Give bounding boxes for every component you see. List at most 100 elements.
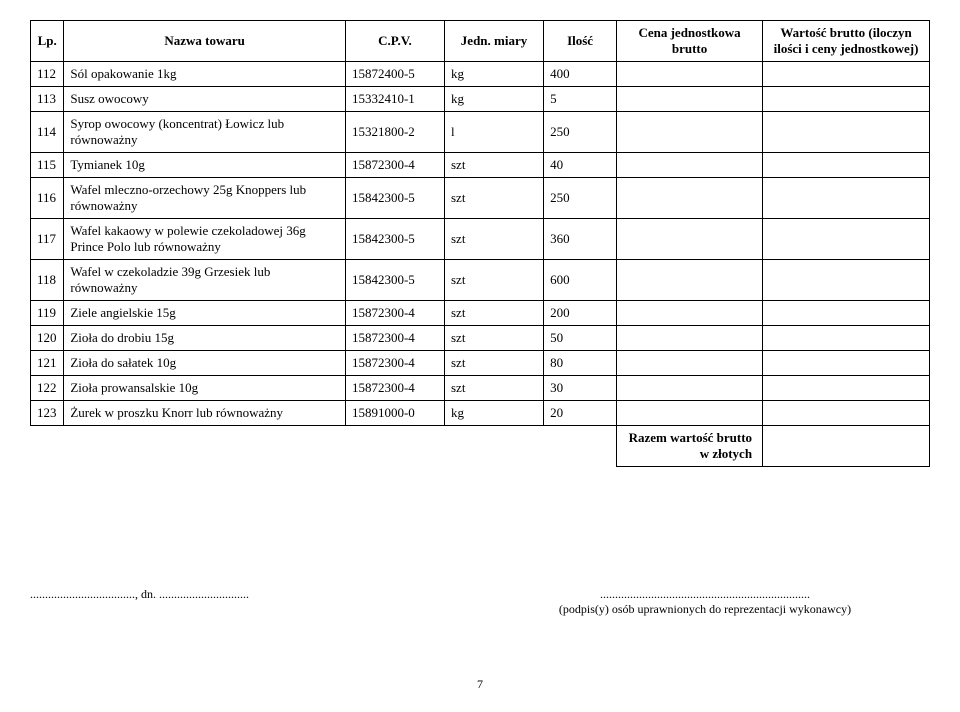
cell-lp: 117 <box>31 219 64 260</box>
table-row: 117Wafel kakaowy w polewie czekoladowej … <box>31 219 930 260</box>
cell-unit: szt <box>445 219 544 260</box>
table-row: 118Wafel w czekoladzie 39g Grzesiek lub … <box>31 260 930 301</box>
cell-cpv: 15842300-5 <box>345 178 444 219</box>
products-table: Lp. Nazwa towaru C.P.V. Jedn. miary Iloś… <box>30 20 930 467</box>
cell-total <box>763 401 930 426</box>
cell-qty: 250 <box>544 178 617 219</box>
cell-unit: szt <box>445 178 544 219</box>
cell-cpv: 15872300-4 <box>345 376 444 401</box>
cell-lp: 118 <box>31 260 64 301</box>
table-row: 116Wafel mleczno-orzechowy 25g Knoppers … <box>31 178 930 219</box>
cell-unit: kg <box>445 401 544 426</box>
cell-cpv: 15872300-4 <box>345 301 444 326</box>
table-row: 112Sól opakowanie 1kg15872400-5kg400 <box>31 62 930 87</box>
cell-price <box>617 351 763 376</box>
cell-qty: 5 <box>544 87 617 112</box>
cell-lp: 113 <box>31 87 64 112</box>
summary-value <box>763 426 930 467</box>
cell-qty: 20 <box>544 401 617 426</box>
header-cpv: C.P.V. <box>345 21 444 62</box>
cell-qty: 30 <box>544 376 617 401</box>
table-row: 120Zioła do drobiu 15g15872300-4szt50 <box>31 326 930 351</box>
cell-total <box>763 178 930 219</box>
cell-cpv: 15842300-5 <box>345 260 444 301</box>
cell-cpv: 15842300-5 <box>345 219 444 260</box>
header-price: Cena jednostkowa brutto <box>617 21 763 62</box>
footer: ..................................., dn.… <box>30 587 930 617</box>
cell-total <box>763 301 930 326</box>
cell-unit: szt <box>445 301 544 326</box>
cell-lp: 123 <box>31 401 64 426</box>
header-total: Wartość brutto (iloczyn ilości i ceny je… <box>763 21 930 62</box>
page-number: 7 <box>30 677 930 692</box>
summary-label: Razem wartość brutto w złotych <box>617 426 763 467</box>
cell-name: Susz owocowy <box>64 87 346 112</box>
cell-lp: 114 <box>31 112 64 153</box>
cell-price <box>617 260 763 301</box>
cell-price <box>617 326 763 351</box>
table-row: 114Syrop owocowy (koncentrat) Łowicz lub… <box>31 112 930 153</box>
cell-qty: 600 <box>544 260 617 301</box>
cell-qty: 250 <box>544 112 617 153</box>
cell-lp: 115 <box>31 153 64 178</box>
cell-name: Syrop owocowy (koncentrat) Łowicz lub ró… <box>64 112 346 153</box>
cell-qty: 80 <box>544 351 617 376</box>
cell-lp: 120 <box>31 326 64 351</box>
cell-total <box>763 153 930 178</box>
cell-name: Zioła do drobiu 15g <box>64 326 346 351</box>
cell-lp: 116 <box>31 178 64 219</box>
cell-name: Sól opakowanie 1kg <box>64 62 346 87</box>
cell-qty: 40 <box>544 153 617 178</box>
table-header-row: Lp. Nazwa towaru C.P.V. Jedn. miary Iloś… <box>31 21 930 62</box>
cell-name: Wafel w czekoladzie 39g Grzesiek lub rów… <box>64 260 346 301</box>
cell-qty: 50 <box>544 326 617 351</box>
summary-row: Razem wartość brutto w złotych <box>31 426 930 467</box>
cell-cpv: 15872300-4 <box>345 351 444 376</box>
cell-lp: 112 <box>31 62 64 87</box>
cell-name: Żurek w proszku Knorr lub równoważny <box>64 401 346 426</box>
cell-qty: 360 <box>544 219 617 260</box>
cell-total <box>763 87 930 112</box>
cell-cpv: 15872300-4 <box>345 153 444 178</box>
cell-unit: l <box>445 112 544 153</box>
cell-name: Wafel mleczno-orzechowy 25g Knoppers lub… <box>64 178 346 219</box>
cell-qty: 400 <box>544 62 617 87</box>
header-qty: Ilość <box>544 21 617 62</box>
cell-price <box>617 178 763 219</box>
cell-name: Zioła do sałatek 10g <box>64 351 346 376</box>
cell-unit: kg <box>445 62 544 87</box>
cell-unit: kg <box>445 87 544 112</box>
cell-total <box>763 260 930 301</box>
cell-price <box>617 401 763 426</box>
cell-unit: szt <box>445 260 544 301</box>
cell-cpv: 15332410-1 <box>345 87 444 112</box>
cell-unit: szt <box>445 376 544 401</box>
table-row: 113Susz owocowy15332410-1kg5 <box>31 87 930 112</box>
table-row: 115Tymianek 10g15872300-4szt40 <box>31 153 930 178</box>
cell-lp: 122 <box>31 376 64 401</box>
cell-price <box>617 376 763 401</box>
cell-price <box>617 87 763 112</box>
cell-unit: szt <box>445 326 544 351</box>
cell-cpv: 15891000-0 <box>345 401 444 426</box>
cell-cpv: 15872300-4 <box>345 326 444 351</box>
cell-cpv: 15872400-5 <box>345 62 444 87</box>
cell-total <box>763 326 930 351</box>
cell-total <box>763 62 930 87</box>
cell-name: Wafel kakaowy w polewie czekoladowej 36g… <box>64 219 346 260</box>
cell-total <box>763 219 930 260</box>
cell-unit: szt <box>445 351 544 376</box>
table-row: 123Żurek w proszku Knorr lub równoważny1… <box>31 401 930 426</box>
footer-signature-label: (podpis(y) osób uprawnionych do reprezen… <box>480 602 930 617</box>
table-row: 119Ziele angielskie 15g15872300-4szt200 <box>31 301 930 326</box>
cell-cpv: 15321800-2 <box>345 112 444 153</box>
cell-price <box>617 62 763 87</box>
cell-price <box>617 153 763 178</box>
cell-unit: szt <box>445 153 544 178</box>
header-lp: Lp. <box>31 21 64 62</box>
cell-total <box>763 376 930 401</box>
table-row: 122Zioła prowansalskie 10g15872300-4szt3… <box>31 376 930 401</box>
footer-date-line: ..................................., dn.… <box>30 587 390 617</box>
cell-total <box>763 351 930 376</box>
table-row: 121Zioła do sałatek 10g15872300-4szt80 <box>31 351 930 376</box>
